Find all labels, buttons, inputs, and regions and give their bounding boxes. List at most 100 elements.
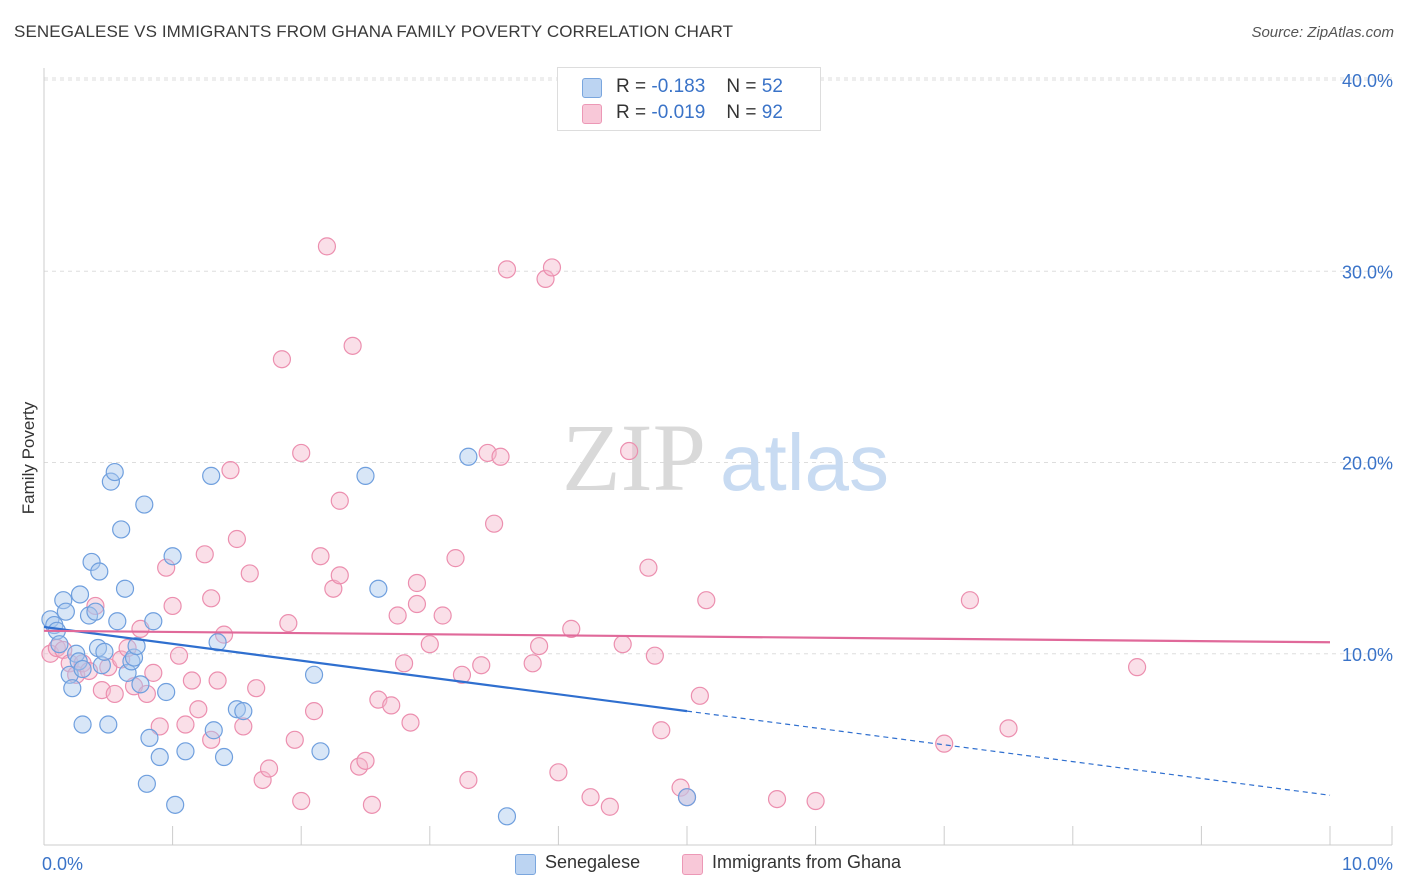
ghana-point [279, 614, 298, 633]
ghana-trend-line [43, 629, 1331, 644]
ghana-point [407, 573, 427, 593]
ghana-point [240, 564, 259, 583]
ghana-point [600, 797, 619, 816]
senegalese-point [137, 774, 156, 793]
ghana-point [401, 713, 420, 732]
ghana-point [549, 763, 568, 782]
senegalese-point [202, 466, 221, 485]
senegalese-point [108, 612, 127, 631]
ghana-point [137, 684, 156, 704]
ghana-point [542, 258, 562, 277]
senegalese-swatch [582, 78, 602, 98]
y-axis-label: Family Poverty [19, 401, 38, 514]
senegalese-point [214, 747, 234, 767]
ghana-point [176, 715, 195, 734]
trend-lines [43, 625, 1331, 796]
ghana-point [999, 719, 1018, 738]
y-tick-label: 30.0% [1342, 262, 1393, 282]
senegalese-point [92, 656, 111, 675]
ghana-point [285, 730, 304, 749]
n-value: 52 [761, 76, 783, 97]
ghana-point [935, 734, 954, 753]
ghana-point [86, 596, 105, 616]
senegalese-point [112, 520, 131, 539]
senegalese-point [50, 635, 69, 654]
ghana-point [330, 491, 349, 510]
x-tick-label: 0.0% [42, 854, 83, 874]
senegalese-point [157, 682, 176, 702]
ghana-swatch [582, 104, 602, 124]
senegalese-point [234, 702, 253, 721]
senegalese-point [150, 747, 169, 767]
ghana-point [459, 770, 478, 790]
legend-label-ghana: Immigrants from Ghana [712, 852, 902, 872]
watermark-atlas: atlas [720, 418, 889, 507]
ghana-point [253, 770, 272, 790]
y-tick-label: 20.0% [1342, 454, 1393, 474]
n-value: 92 [761, 102, 783, 123]
senegalese-point [144, 612, 163, 631]
ghana-point [221, 461, 240, 480]
ghana-point [690, 686, 709, 705]
ghana-point [118, 638, 137, 658]
ghana-point [317, 237, 337, 256]
ghana-point [382, 696, 401, 715]
source-label: Source: ZipAtlas.com [1251, 24, 1394, 41]
ghana-point [388, 606, 407, 625]
senegalese-point [56, 602, 75, 621]
y-tick-label: 10.0% [1342, 645, 1393, 665]
ghana-point [491, 447, 510, 466]
senegalese-point [90, 562, 109, 581]
senegalese-point [118, 663, 137, 682]
r-value: -0.019 [651, 102, 706, 123]
ghana-point [202, 589, 221, 608]
ghana-point [613, 635, 632, 654]
ghana-point [144, 663, 163, 682]
ghana-point [292, 791, 311, 811]
senegalese-point [677, 788, 697, 807]
senegalese-point [356, 466, 375, 485]
senegalese-point [369, 579, 388, 598]
ghana-point [433, 606, 452, 625]
senegalese-point [459, 447, 478, 466]
ghana-point [311, 547, 330, 566]
ghana-point [189, 700, 208, 719]
ghana-swatch [682, 854, 703, 875]
senegalese-point [101, 472, 120, 491]
ghana-point [227, 529, 246, 549]
senegalese-point [304, 665, 324, 684]
ghana-point [259, 759, 279, 778]
ghana-point [420, 635, 439, 654]
chart-title: SENEGALESE VS IMMIGRANTS FROM GHANA FAMI… [14, 22, 734, 41]
legend-label-senegalese: Senegalese [545, 852, 641, 872]
ghana-point [234, 717, 253, 736]
ghana-point [304, 702, 324, 721]
ghana-point [292, 443, 311, 463]
senegalese-point [497, 807, 517, 826]
ghana-point [652, 721, 671, 740]
senegalese-trend-line [43, 625, 688, 713]
senegalese-point [63, 679, 82, 698]
ghana-point [150, 717, 169, 736]
senegalese-point [176, 742, 195, 761]
ghana-point [208, 671, 227, 690]
ghana-point [697, 591, 716, 610]
senegalese-point [105, 462, 124, 482]
r-label: R = [616, 76, 647, 97]
ghana-point [362, 795, 382, 814]
ghana-point [485, 514, 504, 533]
ghana-point [472, 656, 491, 675]
ghana-point [182, 671, 201, 690]
ghana-point [452, 665, 472, 684]
ghana-point [407, 594, 427, 614]
axes [43, 68, 1393, 846]
ghana-point [157, 558, 176, 577]
senegalese-point [115, 579, 135, 598]
ghana-point [497, 260, 517, 279]
tick-labels: 10.0% 20.0% 30.0% 40.0% 0.0% 10.0% [42, 71, 1393, 874]
senegalese-point [166, 795, 185, 814]
senegalese-swatch [515, 854, 536, 875]
senegalese-point [124, 648, 144, 667]
y-tick-label: 40.0% [1342, 71, 1393, 91]
ghana-point [272, 350, 292, 369]
